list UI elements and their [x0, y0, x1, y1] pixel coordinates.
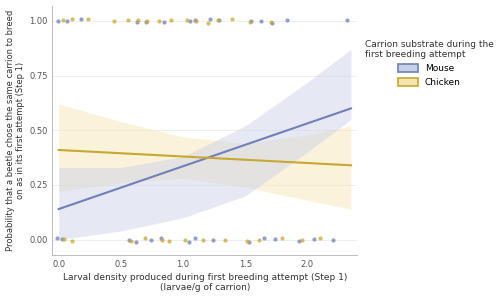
Point	[133, 19, 141, 24]
Point	[206, 17, 214, 21]
Point	[255, 238, 263, 243]
Point	[60, 237, 68, 241]
Point	[256, 18, 264, 23]
Point	[298, 237, 306, 242]
Point	[158, 236, 166, 241]
Point	[53, 236, 61, 241]
Point	[344, 18, 351, 22]
Point	[192, 19, 200, 24]
Point	[316, 236, 324, 241]
Point	[124, 18, 132, 22]
Point	[228, 17, 235, 21]
Point	[266, 20, 274, 25]
Point	[54, 18, 62, 23]
Point	[192, 18, 200, 22]
Point	[63, 18, 71, 23]
Point	[181, 238, 189, 242]
Point	[68, 17, 76, 21]
Point	[190, 235, 198, 240]
Point	[329, 238, 337, 242]
Point	[209, 238, 217, 242]
Point	[142, 19, 150, 24]
Point	[142, 19, 150, 24]
Point	[76, 17, 84, 22]
Point	[147, 237, 155, 242]
X-axis label: Larval density produced during first breeding attempt (Step 1)
(larvae/g of carr: Larval density produced during first bre…	[62, 273, 347, 292]
Y-axis label: Probability that a beetle chose the same carrion to breed
on as in its first att: Probability that a beetle chose the same…	[6, 10, 25, 251]
Point	[295, 239, 303, 244]
Point	[214, 18, 222, 23]
Point	[84, 17, 92, 22]
Point	[268, 21, 276, 25]
Point	[198, 238, 206, 242]
Point	[68, 238, 76, 243]
Point	[186, 19, 194, 24]
Point	[166, 239, 173, 244]
Point	[243, 238, 251, 243]
Point	[284, 18, 292, 22]
Point	[125, 237, 133, 242]
Point	[247, 19, 255, 24]
Point	[185, 239, 193, 244]
Point	[134, 18, 142, 23]
Point	[58, 236, 66, 241]
Point	[127, 238, 135, 243]
Point	[204, 21, 212, 25]
Point	[278, 236, 286, 241]
Point	[167, 18, 175, 22]
Point	[110, 18, 118, 23]
Point	[272, 237, 280, 242]
Point	[260, 235, 268, 240]
Point	[132, 239, 140, 244]
Point	[160, 19, 168, 24]
Point	[215, 18, 223, 22]
Point	[141, 235, 149, 240]
Point	[58, 18, 66, 22]
Legend: Mouse, Chicken: Mouse, Chicken	[364, 40, 494, 87]
Point	[183, 17, 191, 22]
Point	[156, 19, 164, 24]
Point	[221, 238, 229, 243]
Point	[158, 238, 166, 242]
Point	[246, 239, 254, 244]
Point	[246, 20, 254, 24]
Point	[310, 236, 318, 241]
